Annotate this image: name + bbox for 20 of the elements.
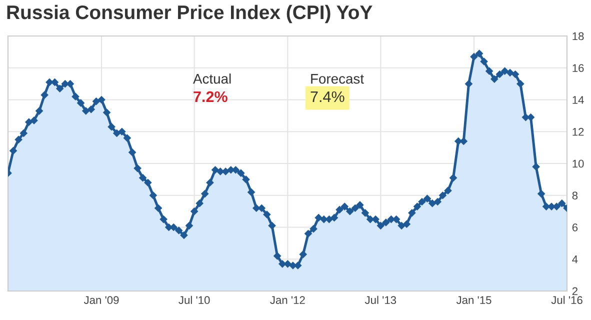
y-tick-label: 14 xyxy=(572,96,584,104)
annotation: Actual xyxy=(193,74,231,84)
y-tick-label: 18 xyxy=(572,32,584,40)
chart-title: Russia Consumer Price Index (CPI) YoY xyxy=(7,4,372,24)
annotation: 7.4% xyxy=(310,91,344,102)
x-tick-label: Jul '13 xyxy=(364,296,396,304)
x-tick-label: Jan '15 xyxy=(456,296,492,304)
y-tick-label: 4 xyxy=(572,256,578,264)
y-tick-label: 10 xyxy=(572,160,584,168)
y-tick-label: 16 xyxy=(572,64,584,72)
annotation: 7.2% xyxy=(194,91,228,102)
y-tick-label: 6 xyxy=(572,224,578,232)
annotation: Forecast xyxy=(311,74,364,84)
x-tick-label: Jul '10 xyxy=(178,296,210,304)
y-tick-label: 2 xyxy=(572,287,578,296)
y-tick-label: 12 xyxy=(572,128,584,136)
y-tick-label: 8 xyxy=(572,192,578,200)
x-tick-label: Jan '09 xyxy=(84,296,119,304)
x-tick-label: Jul '16 xyxy=(551,296,582,304)
x-tick-label: Jan '12 xyxy=(270,296,305,304)
